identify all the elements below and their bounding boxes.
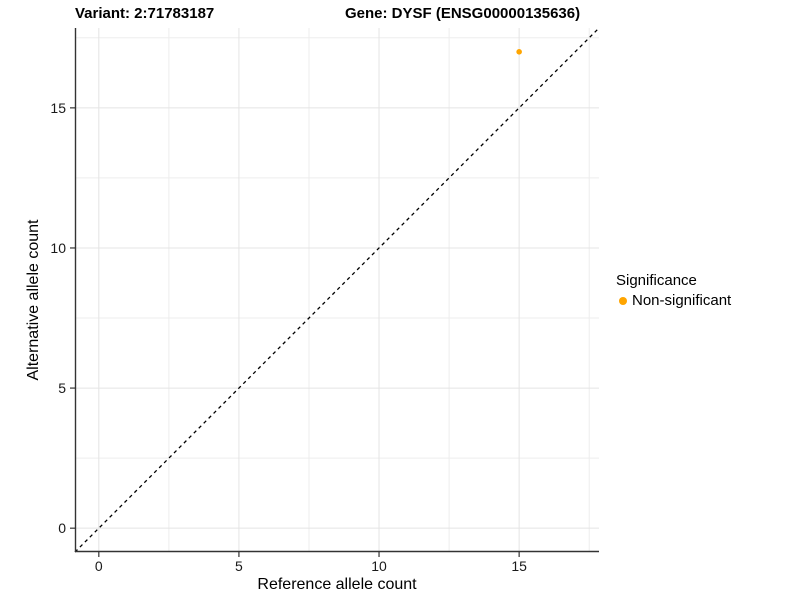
legend: Significance Non-significant — [616, 272, 731, 309]
y-axis-title: Alternative allele count — [25, 219, 42, 381]
x-axis-title: Reference allele count — [257, 576, 417, 593]
identity-line — [74, 27, 600, 553]
x-tick-label: 0 — [95, 558, 103, 574]
plot-panel: 0 5 10 15 0 5 10 15 — [50, 27, 600, 574]
legend-title: Significance — [616, 272, 697, 289]
x-tick-label: 10 — [371, 558, 387, 574]
y-tick-label: 0 — [58, 520, 66, 536]
y-tick-label: 15 — [50, 100, 66, 116]
legend-item-non-significant: Non-significant — [616, 292, 731, 309]
y-tick-label: 10 — [50, 240, 66, 256]
legend-point-icon — [619, 296, 627, 305]
plot-title-gene: Gene: DYSF (ENSG00000135636) — [345, 5, 581, 22]
plot-title-variant: Variant: 2:71783187 — [75, 5, 215, 22]
y-tick-label: 5 — [58, 380, 66, 396]
x-tick-label: 5 — [235, 558, 243, 574]
data-point — [516, 49, 522, 55]
legend-item-label: Non-significant — [632, 292, 732, 309]
x-tick-label: 15 — [511, 558, 527, 574]
